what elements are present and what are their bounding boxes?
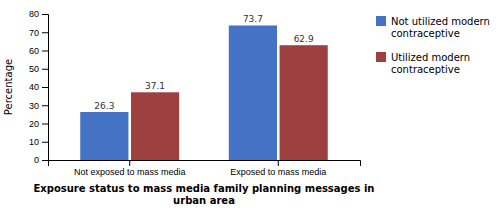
x-axis-title: Exposure status to mass media family pla… <box>33 183 374 206</box>
data-label: 26.3 <box>94 101 114 111</box>
bar <box>229 25 277 160</box>
x-axis-title-line: urban area <box>173 195 235 206</box>
tick-label: Exposed to mass media <box>230 167 326 177</box>
bar <box>280 45 328 160</box>
legend-label-line: contraceptive <box>391 28 460 39</box>
data-label: 62.9 <box>294 34 314 44</box>
tick: 50 <box>29 64 48 74</box>
legend-label-line: Utilized modern <box>391 52 470 63</box>
tick-label: 40 <box>29 82 39 92</box>
tick-mark <box>42 124 48 125</box>
tick-mark <box>42 87 48 88</box>
legend-swatch <box>376 16 386 26</box>
tick-label: 50 <box>29 64 39 74</box>
legend-label: Utilized moderncontraceptive <box>391 52 470 75</box>
tick-label: 20 <box>29 119 39 129</box>
bar <box>80 112 128 160</box>
legend: Not utilized moderncontraceptiveUtilized… <box>376 16 490 75</box>
tick: 40 <box>29 82 48 92</box>
data-label: 37.1 <box>145 81 165 91</box>
tick-mark <box>42 14 48 15</box>
axis-line <box>42 15 49 161</box>
bar <box>131 92 179 160</box>
chart: 0 10 20 30 40 50 60 70 80 Not exposed to mass med… <box>0 0 500 222</box>
tick: 20 <box>29 119 48 129</box>
tick: 60 <box>29 46 48 56</box>
tick: 0 <box>34 155 48 165</box>
tick: 70 <box>29 28 48 38</box>
legend-label-line: contraceptive <box>391 64 460 75</box>
plot: 0 10 20 30 40 50 60 70 80 Not exposed to mass med… <box>29 9 361 177</box>
tick-mark <box>42 32 48 33</box>
axis-line <box>49 161 361 167</box>
tick: Not exposed to mass media <box>74 160 186 177</box>
legend-label: Not utilized moderncontraceptive <box>391 16 490 39</box>
tick-mark <box>42 105 48 106</box>
legend-item: Not utilized moderncontraceptive <box>376 16 490 39</box>
tick-label: Not exposed to mass media <box>74 167 186 177</box>
tick-mark <box>42 69 48 70</box>
tick-label: 60 <box>29 46 39 56</box>
tick: Exposed to mass media <box>230 160 326 177</box>
tick-mark <box>129 160 130 166</box>
tick: 10 <box>29 137 48 147</box>
tick: 80 <box>29 9 48 19</box>
tick-mark <box>42 142 48 143</box>
tick-label: 70 <box>29 28 39 38</box>
tick-label: 80 <box>29 9 39 19</box>
tick-mark <box>278 160 279 166</box>
legend-label-line: Not utilized modern <box>391 16 490 27</box>
x-axis: Not exposed to mass media Exposed to mass… <box>49 160 361 177</box>
tick: 30 <box>29 101 48 111</box>
x-axis-title-line: Exposure status to mass media family pla… <box>33 183 374 194</box>
tick-mark <box>42 160 48 161</box>
data-label: 73.7 <box>243 14 263 24</box>
legend-swatch <box>376 52 386 62</box>
tick-mark <box>42 51 48 52</box>
bars <box>80 25 327 160</box>
y-axis: 0 10 20 30 40 50 60 70 80 <box>29 9 49 165</box>
tick-label: 0 <box>34 155 39 165</box>
legend-item: Utilized moderncontraceptive <box>376 52 470 75</box>
tick-label: 30 <box>29 101 39 111</box>
data-labels: 26.3 73.7 37.1 62.9 <box>94 14 314 111</box>
y-axis-title: Percentage <box>3 59 14 115</box>
tick-label: 10 <box>29 137 39 147</box>
